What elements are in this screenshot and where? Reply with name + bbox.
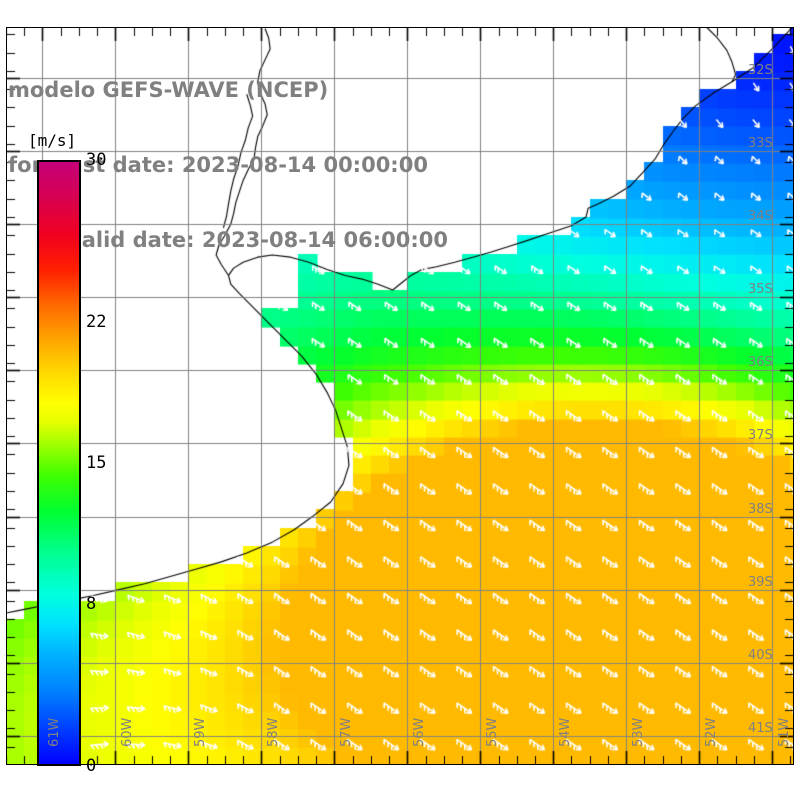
longitude-label-57W: 57W	[339, 717, 355, 747]
longitude-label-54W: 54W	[558, 717, 574, 747]
colorbar-tick-22: 22	[86, 311, 107, 332]
latitude-label-34S: 34S	[748, 209, 773, 225]
graticule-grid	[6, 27, 794, 765]
title-line-forecast-date: forecast date: 2023-08-14 00:00:00	[8, 153, 428, 177]
latitude-label-33S: 33S	[748, 136, 773, 152]
latitude-label-32S: 32S	[748, 63, 773, 79]
colorbar-unit-label: [m/s]	[28, 131, 77, 150]
longitude-label-61W: 61W	[47, 717, 63, 747]
latitude-label-39S: 39S	[748, 574, 773, 590]
longitude-label-60W: 60W	[120, 717, 136, 747]
latitude-label-36S: 36S	[748, 355, 773, 371]
longitude-label-58W: 58W	[266, 717, 282, 747]
latitude-label-41S: 41S	[748, 720, 773, 736]
longitude-label-55W: 55W	[485, 717, 501, 747]
colorbar	[37, 160, 81, 766]
latitude-label-40S: 40S	[748, 647, 773, 663]
colorbar-gradient	[37, 160, 81, 766]
title-line-model: modelo GEFS-WAVE (NCEP)	[8, 78, 329, 102]
latitude-label-38S: 38S	[748, 501, 773, 517]
longitude-label-51W: 51W	[777, 717, 793, 747]
colorbar-tick-15: 15	[86, 453, 107, 473]
colorbar-tick-0: 0	[86, 756, 97, 776]
longitude-label-59W: 59W	[193, 717, 209, 747]
map-plot-area	[6, 27, 794, 765]
colorbar-tick-30: 30	[86, 150, 107, 170]
latitude-label-37S: 37S	[748, 428, 773, 444]
title-line-valid-date: valid date: 2023-08-14 06:00:00	[68, 228, 448, 252]
colorbar-tick-8: 8	[86, 594, 97, 615]
longitude-label-52W: 52W	[704, 717, 720, 747]
latitude-label-35S: 35S	[748, 282, 773, 298]
longitude-label-56W: 56W	[412, 717, 428, 747]
longitude-label-53W: 53W	[631, 717, 647, 747]
